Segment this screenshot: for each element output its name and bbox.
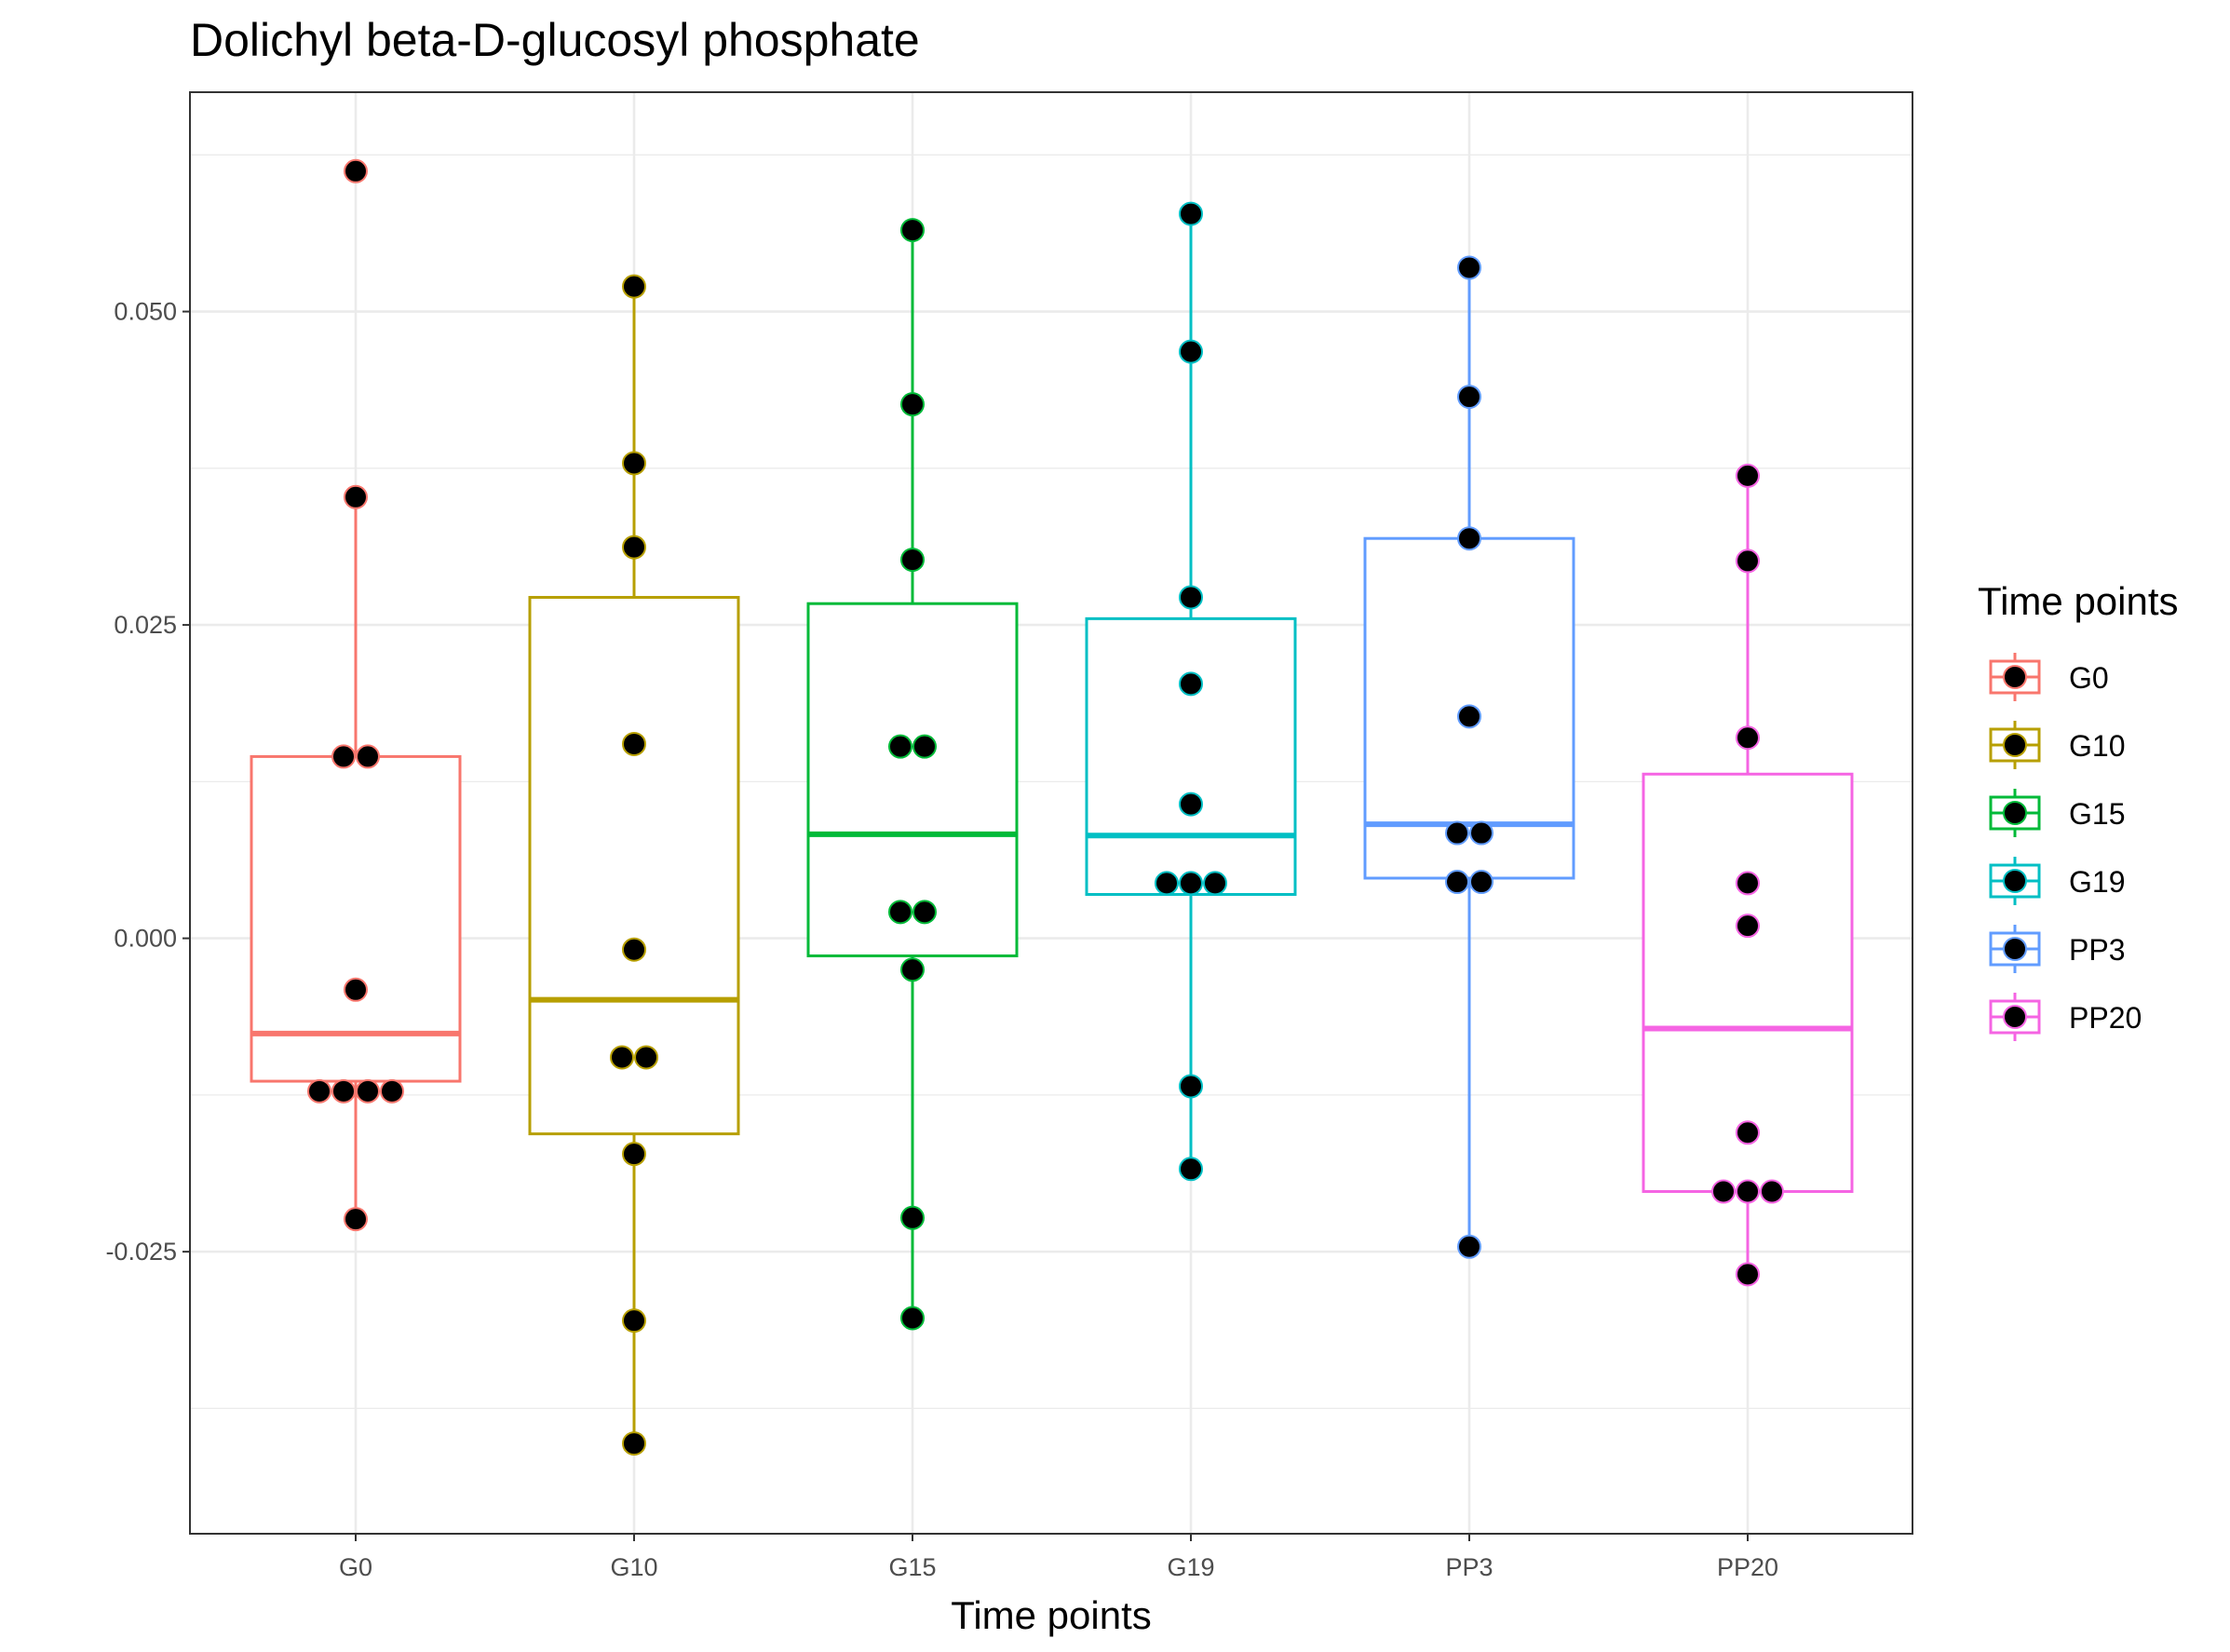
data-point [912, 734, 937, 759]
data-point [1155, 871, 1179, 896]
data-point [356, 1078, 380, 1104]
data-point [634, 1045, 658, 1070]
x-tick-label: G10 [610, 1553, 657, 1581]
legend-label-PP20: PP20 [2069, 1001, 2142, 1035]
data-point [1457, 1234, 1481, 1259]
data-point [622, 731, 646, 756]
y-tick-label: 0.025 [114, 611, 177, 639]
legend-key-point [2003, 937, 2027, 961]
data-point [1736, 1120, 1760, 1145]
data-point [1736, 871, 1760, 896]
legend-key-point [2003, 665, 2027, 689]
data-point [1203, 871, 1227, 896]
data-point [1457, 526, 1481, 551]
box-G15 [806, 602, 1019, 957]
legend-key-point [2003, 1005, 2027, 1029]
data-point [1179, 339, 1203, 364]
data-point [1445, 820, 1469, 846]
data-point [1457, 255, 1481, 280]
data-point [380, 1078, 404, 1104]
data-point [900, 218, 925, 243]
data-point [900, 392, 925, 417]
data-point [900, 957, 925, 982]
data-point [622, 274, 646, 299]
data-point [1760, 1179, 1784, 1204]
data-point [1179, 585, 1203, 610]
data-point [1179, 871, 1203, 896]
y-tick-label: -0.025 [105, 1238, 177, 1266]
data-point [344, 158, 368, 183]
data-point [1445, 870, 1469, 895]
data-point [344, 977, 368, 1002]
legend-label-G0: G0 [2069, 661, 2109, 695]
x-tick-label: G19 [1167, 1553, 1214, 1581]
data-point [900, 1306, 925, 1331]
data-point [1736, 1262, 1760, 1287]
data-point [356, 744, 380, 769]
legend: Time points G0 G10 G15 G19 PP3 PP20 [1978, 579, 2179, 1041]
data-point [622, 1142, 646, 1167]
legend-label-G10: G10 [2069, 729, 2125, 763]
data-point [1736, 914, 1760, 939]
legend-label-G19: G19 [2069, 865, 2125, 899]
data-point [1736, 548, 1760, 574]
data-point [1179, 1074, 1203, 1099]
data-point [1179, 201, 1203, 226]
legend-key-point [2003, 733, 2027, 757]
panel-border [189, 91, 1913, 1535]
y-tick-label: 0.000 [114, 925, 177, 953]
legend-key-point [2003, 869, 2027, 893]
data-point [1457, 385, 1481, 410]
x-axis-title: Time points [951, 1593, 1152, 1637]
data-point [888, 734, 912, 759]
data-point [622, 1308, 646, 1334]
data-point [1179, 792, 1203, 817]
data-point [1469, 870, 1493, 895]
legend-title: Time points [1978, 579, 2179, 623]
legend-key-point [2003, 801, 2027, 825]
x-tick-label: G0 [339, 1553, 372, 1581]
data-point [888, 900, 912, 925]
data-point [1179, 671, 1203, 697]
box-G19 [1085, 616, 1297, 896]
data-point [331, 1078, 356, 1104]
data-point [900, 1205, 925, 1230]
data-point [622, 937, 646, 962]
data-point [610, 1045, 634, 1070]
data-point [1736, 725, 1760, 751]
data-point [912, 900, 937, 925]
data-point [1736, 463, 1760, 488]
data-point [1736, 1179, 1760, 1204]
box-G0 [250, 754, 462, 1083]
axis-layer: -0.025 0.000 0.025 0.050 G0 G10 G15 G19 PP3 PP20 [105, 298, 1778, 1581]
legend-label-G15: G15 [2069, 797, 2125, 831]
data-point [1457, 704, 1481, 729]
data-point [307, 1078, 331, 1104]
y-tick-label: 0.050 [114, 298, 177, 326]
data-point [622, 1431, 646, 1456]
box-G10 [528, 595, 740, 1136]
data-point [900, 548, 925, 573]
data-point [1711, 1179, 1736, 1204]
box-layer [250, 213, 1854, 1444]
data-point [344, 484, 368, 509]
data-point [622, 535, 646, 560]
x-tick-label: PP3 [1445, 1553, 1493, 1581]
data-point [1179, 1157, 1203, 1182]
x-tick-label: G15 [888, 1553, 936, 1581]
legend-label-PP3: PP3 [2069, 933, 2125, 967]
data-point [622, 451, 646, 476]
data-point [1469, 820, 1493, 846]
data-point [344, 1207, 368, 1232]
data-point [331, 744, 356, 769]
chart-title: Dolichyl beta-D-glucosyl phosphate [190, 14, 920, 66]
point-layer [307, 158, 1784, 1456]
x-tick-label: PP20 [1717, 1553, 1778, 1581]
